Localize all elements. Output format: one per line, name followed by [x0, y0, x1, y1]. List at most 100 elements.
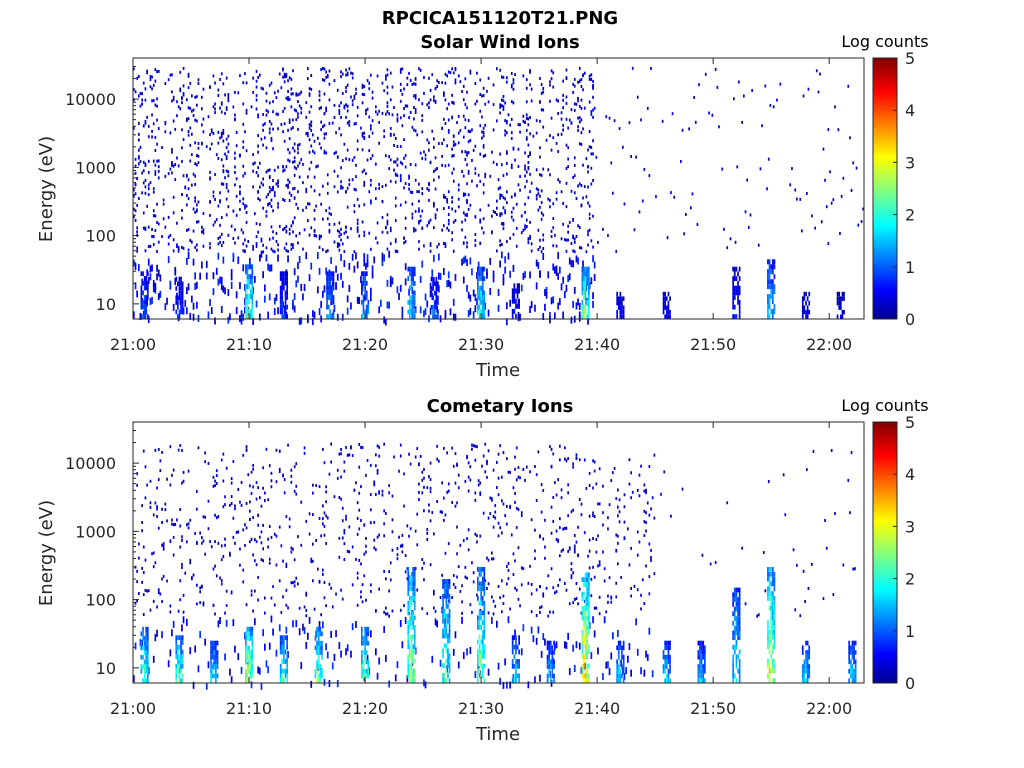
count-cell	[134, 192, 137, 196]
count-cell	[340, 70, 342, 74]
count-cell	[466, 163, 468, 167]
count-cell	[201, 123, 203, 127]
count-cell	[446, 144, 448, 148]
count-cell	[539, 194, 541, 198]
count-cell	[323, 78, 326, 82]
band-cell	[483, 314, 486, 319]
count-cell	[467, 548, 470, 552]
count-cell	[491, 595, 493, 599]
band-cell	[738, 309, 741, 315]
count-cell	[443, 93, 445, 97]
band-cell	[518, 303, 520, 309]
count-cell	[447, 130, 450, 134]
count-cell	[494, 211, 497, 214]
count-cell	[429, 244, 432, 247]
count-cell	[326, 516, 329, 520]
band-cell	[481, 610, 484, 616]
count-cell	[186, 618, 188, 626]
band-cell	[767, 299, 769, 305]
band-cell	[409, 600, 411, 606]
band-cell	[667, 668, 670, 674]
count-cell	[270, 122, 273, 126]
count-cell	[343, 231, 346, 235]
band-cell	[281, 314, 284, 319]
band-cell	[284, 314, 287, 319]
band-cell	[407, 639, 410, 645]
count-cell	[250, 589, 253, 593]
count-cell	[620, 575, 622, 579]
count-cell	[340, 115, 342, 119]
count-cell	[328, 69, 331, 73]
count-cell	[507, 113, 510, 117]
band-cell	[147, 664, 149, 669]
count-cell	[643, 602, 646, 605]
count-cell	[207, 115, 210, 119]
band-cell	[407, 634, 410, 640]
count-cell	[394, 180, 397, 184]
band-cell	[175, 635, 178, 641]
count-cell	[292, 620, 294, 628]
band-cell	[697, 673, 700, 679]
count-cell	[270, 535, 273, 539]
band-cell	[665, 645, 668, 651]
count-cell	[184, 571, 187, 575]
band-cell	[773, 284, 776, 290]
count-cell	[322, 572, 324, 576]
band-cell	[245, 640, 247, 646]
count-cell	[205, 260, 208, 268]
count-cell	[517, 165, 520, 168]
count-cell	[353, 265, 356, 273]
count-cell	[237, 530, 240, 534]
count-cell	[535, 168, 538, 172]
band-cell	[442, 608, 444, 614]
band-cell	[477, 649, 479, 654]
band-cell	[210, 668, 212, 674]
count-cell	[515, 202, 518, 206]
count-cell	[283, 246, 286, 250]
count-cell	[331, 121, 334, 125]
count-cell	[249, 540, 251, 544]
band-cell	[733, 271, 736, 277]
band-cell	[443, 623, 446, 629]
band-cell	[700, 678, 703, 683]
band-cell	[249, 636, 252, 641]
count-cell	[506, 151, 508, 155]
count-cell	[270, 615, 273, 623]
count-cell	[806, 192, 808, 195]
band-cell	[477, 639, 479, 645]
count-cell	[439, 272, 442, 280]
count-cell	[525, 136, 528, 140]
count-cell	[399, 608, 402, 612]
count-cell	[343, 104, 346, 108]
count-cell	[510, 117, 513, 121]
band-cell	[664, 659, 666, 665]
count-cell	[282, 228, 284, 232]
count-cell	[290, 105, 293, 109]
count-cell	[182, 174, 185, 178]
band-cell	[586, 582, 588, 587]
count-cell	[580, 184, 583, 187]
band-cell	[251, 294, 254, 300]
count-cell	[444, 196, 447, 199]
count-cell	[385, 154, 387, 158]
band-cell	[286, 673, 288, 679]
count-cell	[152, 190, 155, 194]
band-cell	[588, 586, 590, 592]
count-cell	[451, 200, 453, 204]
count-cell	[254, 161, 256, 165]
count-cell	[388, 484, 390, 488]
count-cell	[670, 191, 672, 195]
count-cell	[220, 544, 223, 548]
count-cell	[197, 142, 200, 145]
count-cell	[607, 516, 609, 520]
count-cell	[297, 151, 299, 155]
band-cell	[702, 650, 705, 655]
count-cell	[225, 106, 228, 110]
count-cell	[224, 93, 226, 97]
band-cell	[410, 658, 413, 664]
count-cell	[171, 473, 173, 477]
band-cell	[329, 276, 332, 281]
count-cell	[244, 72, 246, 76]
band-cell	[409, 644, 411, 650]
count-cell	[578, 104, 581, 108]
